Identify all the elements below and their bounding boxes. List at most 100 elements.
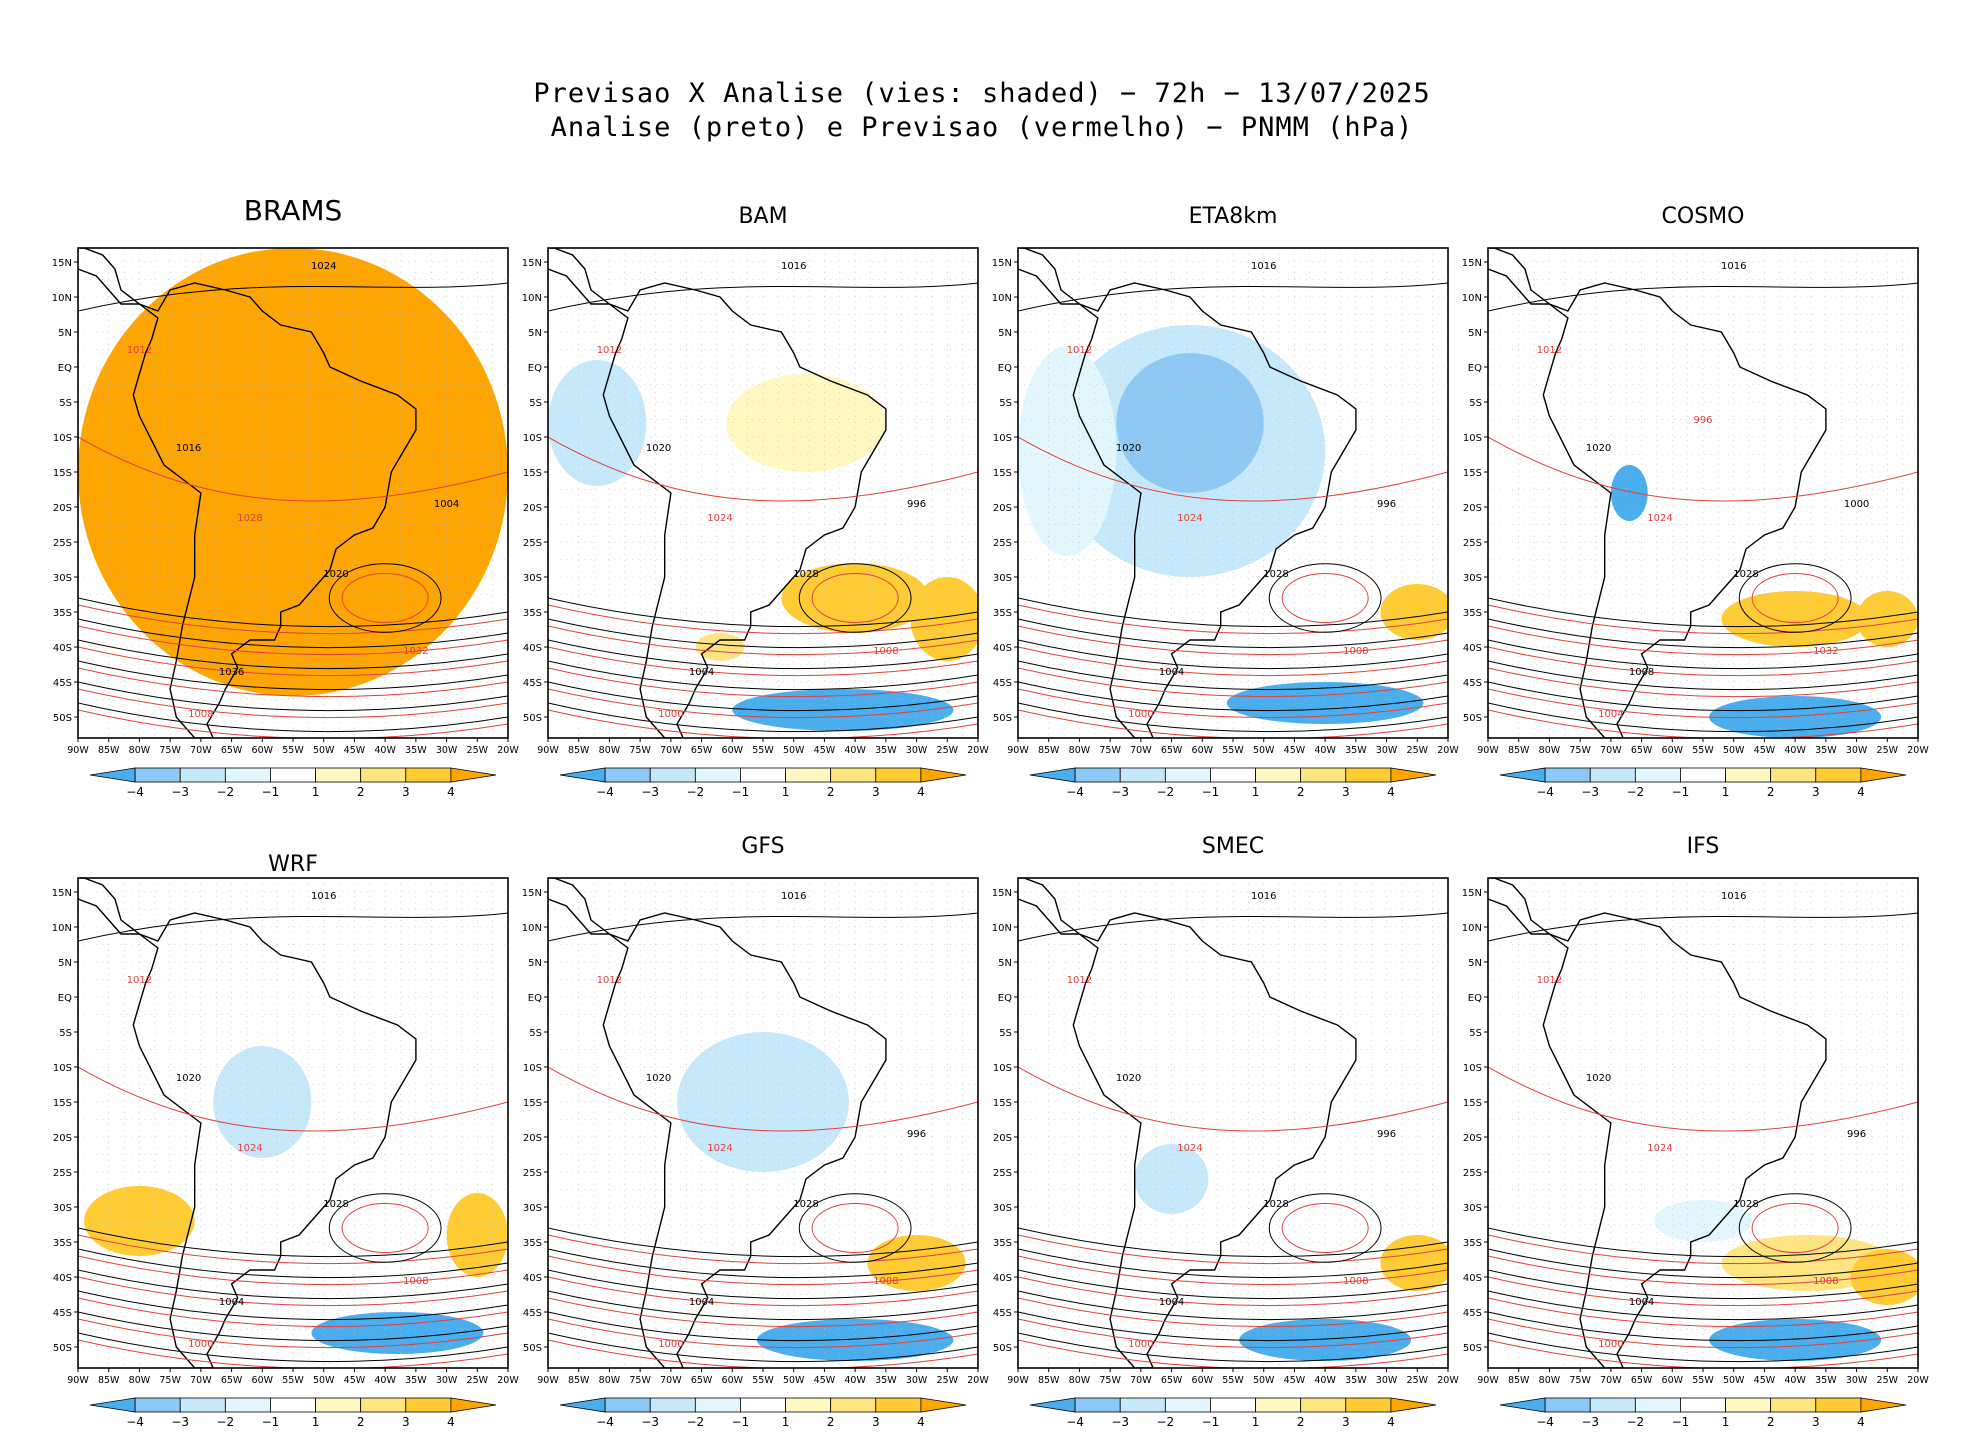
colorbar-label: 2 <box>1767 785 1775 799</box>
bias-region <box>548 360 647 486</box>
lat-tick-label: 5N <box>58 328 72 339</box>
bias-region <box>726 374 886 472</box>
lon-tick-label: 80W <box>129 745 151 756</box>
lon-tick-label: 70W <box>190 745 212 756</box>
lat-tick-label: 15S <box>53 468 72 479</box>
colorbar-label: 4 <box>1387 785 1395 799</box>
colorbar-segment <box>559 767 606 783</box>
lon-tick-label: 55W <box>752 1375 774 1386</box>
lat-tick-label: 10S <box>523 1063 542 1074</box>
map-svg: 1016101210201024102810081004100099615N10… <box>992 247 1459 799</box>
colorbar-segment <box>1119 767 1166 783</box>
map-svg: 1016 1012 1020 1024 1028 1008 1004 1000 15N 10N 5N… <box>52 877 519 1429</box>
lat-tick-label: 45S <box>523 678 542 689</box>
lat-tick-label: 35S <box>523 1238 542 1249</box>
colorbar-label: 1 <box>312 1415 320 1429</box>
lat-tick-label: 5N <box>1468 328 1482 339</box>
lat-tick-label: 5N <box>528 328 542 339</box>
bias-region <box>677 1032 849 1172</box>
lon-tick-label: 55W <box>282 745 304 756</box>
lat-tick-label: 40S <box>993 643 1012 654</box>
colorbar-segment <box>1499 1397 1546 1413</box>
lat-tick-label: 45S <box>53 1308 72 1319</box>
bias-region <box>1380 584 1448 640</box>
bias-region <box>1856 591 1918 647</box>
contour-label: 996 <box>1847 1129 1866 1140</box>
colorbar-label: 4 <box>447 785 455 799</box>
lon-tick-label: 20W <box>1907 745 1929 756</box>
map-svg: 1016101210201024102810081004100099615N10… <box>1462 877 1929 1429</box>
colorbar-segment <box>1499 767 1546 783</box>
colorbar-label: −4 <box>126 1415 144 1429</box>
colorbar-segment <box>405 767 452 783</box>
lat-tick-label: 25S <box>993 1168 1012 1179</box>
lon-tick-label: 80W <box>599 1375 621 1386</box>
lon-tick-label: 90W <box>1477 1375 1499 1386</box>
lon-tick-label: 85W <box>1038 1375 1060 1386</box>
lon-tick-label: 75W <box>629 745 651 756</box>
colorbar-label: 3 <box>402 1415 410 1429</box>
lon-tick-label: 50W <box>783 745 805 756</box>
colorbar-label: −4 <box>1536 785 1554 799</box>
lat-tick-label: EQ <box>1468 363 1482 374</box>
contour-label: 1020 <box>1586 1073 1611 1084</box>
contour-label: 1000 <box>188 1339 213 1350</box>
colorbar-segment <box>1300 1397 1347 1413</box>
lat-tick-label: 20S <box>523 503 542 514</box>
lon-tick-label: 50W <box>1253 745 1275 756</box>
coastline <box>1542 912 1827 1368</box>
lon-tick-label: 90W <box>537 1375 559 1386</box>
lat-tick-label: 10N <box>992 293 1012 304</box>
lat-tick-label: 30S <box>523 573 542 584</box>
colorbar-segment <box>1680 767 1726 783</box>
contour-label: 996 <box>1377 499 1396 510</box>
lat-tick-label: 10S <box>523 433 542 444</box>
lon-tick-label: 35W <box>405 745 427 756</box>
contour-label: 1004 <box>434 499 459 510</box>
lat-tick-label: 25S <box>523 538 542 549</box>
coastline <box>1072 282 1357 738</box>
panel-title: IFS <box>1686 834 1720 859</box>
map-svg: 10241012101610281020103210361008100415N1… <box>52 247 519 799</box>
bias-region <box>213 1046 312 1158</box>
lon-tick-label: 90W <box>1007 745 1029 756</box>
panel-smec: SMEC 1016 1012 1020 1024 1028 1008 1004 1000 996 1… <box>978 834 1468 1446</box>
lon-tick-label: 45W <box>1754 745 1776 756</box>
contour-label: 1028 <box>793 569 818 580</box>
lon-tick-label: 50W <box>1723 1375 1745 1386</box>
lat-tick-label: 5S <box>1469 398 1482 409</box>
colorbar-label: −4 <box>596 785 614 799</box>
bias-region <box>1653 1200 1753 1242</box>
colorbar-label: −2 <box>1626 785 1644 799</box>
lat-tick-label: EQ <box>1468 993 1482 1004</box>
lon-tick-label: 40W <box>374 1375 396 1386</box>
lon-tick-label: 25W <box>1877 745 1899 756</box>
lon-tick-label: 60W <box>1192 1375 1214 1386</box>
lon-tick-label: 30W <box>436 745 458 756</box>
contour-label: 1016 <box>781 261 806 272</box>
contour-label: 1016 <box>1251 261 1276 272</box>
lon-tick-label: 75W <box>1099 745 1121 756</box>
colorbar-segment <box>1210 1397 1256 1413</box>
colorbar-label: −1 <box>1672 1415 1690 1429</box>
colorbar-segment <box>450 1397 497 1413</box>
colorbar-segment <box>1345 767 1392 783</box>
contour-label: 996 <box>1377 1129 1396 1140</box>
colorbar-segment <box>134 1397 181 1413</box>
contour-label: 1004 <box>1159 667 1184 678</box>
lon-tick-label: 60W <box>1662 1375 1684 1386</box>
colorbar-segment <box>1815 767 1862 783</box>
colorbar-segment <box>875 1397 922 1413</box>
panel-title: ETA8km <box>1188 204 1278 229</box>
lat-tick-label: 35S <box>993 608 1012 619</box>
colorbar-segment <box>1634 1397 1681 1413</box>
lon-tick-label: 30W <box>436 1375 458 1386</box>
colorbar-segment <box>1544 1397 1591 1413</box>
lon-tick-label: 20W <box>1907 1375 1929 1386</box>
lon-tick-label: 45W <box>344 1375 366 1386</box>
colorbar-segment <box>830 767 877 783</box>
panel-title: GFS <box>741 834 785 859</box>
colorbar-label: −3 <box>1581 785 1599 799</box>
contour-label: 1012 <box>1067 345 1092 356</box>
colorbar-label: −2 <box>1156 785 1174 799</box>
